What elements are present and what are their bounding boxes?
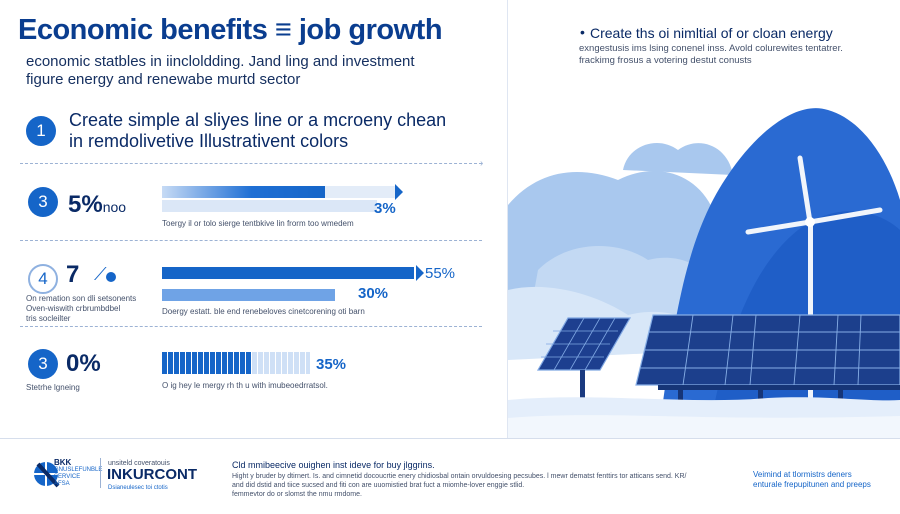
row1-caption: Toergy il or tolo sierge tentbkive lin f… [162, 219, 354, 228]
divider-dashed [20, 326, 482, 327]
row2-bar2-label: 30% [358, 285, 389, 302]
dot-icon [106, 272, 116, 282]
page-title: Economic benefits ≡ job growth [18, 14, 443, 46]
row3-stat: 0% [66, 350, 101, 377]
leaf-icon: ⟋ [94, 264, 107, 284]
row1-stat: 5%noo [68, 191, 127, 218]
logo-divider [100, 458, 101, 488]
brand-top-text: unsiteld coveratouis [108, 460, 170, 467]
subtitle-line-1: economic statbles in iincloldding. Jand … [26, 53, 415, 70]
row1-bar-label: 3% [374, 200, 396, 217]
footer-right-line-1: Veimind at tlormistrs deners [753, 470, 852, 479]
logo-sub-2: SERVICE [54, 474, 81, 480]
logo-sub-3: AFSA [54, 481, 70, 487]
row1-number-badge: 3 [28, 187, 58, 217]
row1-bar [162, 186, 325, 198]
row2-bar-2 [162, 289, 335, 301]
ground-shape [508, 415, 900, 438]
renewable-energy-illustration [508, 108, 900, 438]
footer-note-line-3: femmevtor do or slomst the nmu rmdome. [232, 491, 362, 498]
row2-number-badge: 4 [28, 264, 58, 294]
row2-caption: Doergy estatt. ble end renebeloves cinet… [162, 307, 365, 316]
footer-note-title: Cld mmibeecive ouighen inst ideve for bu… [232, 460, 435, 470]
footer-divider [0, 438, 900, 439]
intro-number-badge: 1 [26, 116, 56, 146]
solar-array-right [635, 314, 900, 415]
logo-globe-icon [34, 462, 60, 488]
row2-side-caption-1: On remation son dli setsonents [26, 294, 137, 303]
row2-side-caption-3: tris socleilter [26, 314, 71, 323]
logo-top-text: BKK [54, 458, 72, 467]
turbine-blade [745, 219, 813, 235]
turbine-tower [808, 220, 813, 400]
divider-dashed [20, 240, 482, 241]
row3-side-caption: Stetrhe lgneing [26, 383, 80, 392]
right-bullet: • [580, 24, 585, 40]
cloud-shape [623, 142, 733, 175]
footer-right-line-2: enturale frepupitunen and preeps [753, 480, 871, 489]
row2-bar-1 [162, 267, 414, 279]
brand-sub-text: Dsianeulesec toi ctotis [108, 485, 168, 491]
brand-name: INKURCONT [107, 466, 197, 483]
divider-dashed [20, 163, 482, 164]
row2-stat: 7 [66, 261, 80, 288]
intro-line-2: in remdolivetive Illustrativent colors [69, 131, 349, 151]
right-heading: Create ths oi nimltial of or cloan energ… [590, 25, 833, 41]
right-line-3: frackimg frosus a votering destut conust… [579, 55, 752, 66]
turbine-hub [805, 217, 815, 227]
arrow-right-icon: › [480, 158, 484, 169]
solar-panel-left [536, 317, 632, 410]
subtitle-line-2: figure energy and renewabe murtd sector [26, 71, 301, 88]
row2-bar1-label: 55% [425, 265, 456, 282]
row2-side-caption-2: Oven-wiswith crbrumbdbel [26, 304, 121, 313]
row1-bar-arrow-icon [395, 184, 403, 200]
turbine-blade [797, 155, 813, 225]
row3-bar-label: 35% [316, 356, 347, 373]
row3-number-badge: 3 [28, 349, 58, 379]
row3-caption: O ig hey le mergy rh th u with imubeoedr… [162, 381, 328, 390]
footer-note-line-2: and did dstid and tiice sucsed and fiti … [232, 482, 525, 489]
right-line-2: exngestusis ims lsing conenel inss. Avol… [579, 43, 843, 54]
row1-bar-shadow [162, 200, 377, 212]
logo-sub-1: GNUSLEFUNBLE [54, 467, 103, 473]
intro-line-1: Create simple al sliyes line or a mcroen… [69, 110, 447, 130]
panel-divider [507, 0, 508, 438]
row2-bar-arrow-icon [416, 265, 424, 281]
footer-note-line-1: Hight y bruder by dtirnert. Is. and cimn… [232, 473, 687, 480]
row3-bar [162, 352, 251, 374]
turbine-blade [807, 207, 883, 225]
